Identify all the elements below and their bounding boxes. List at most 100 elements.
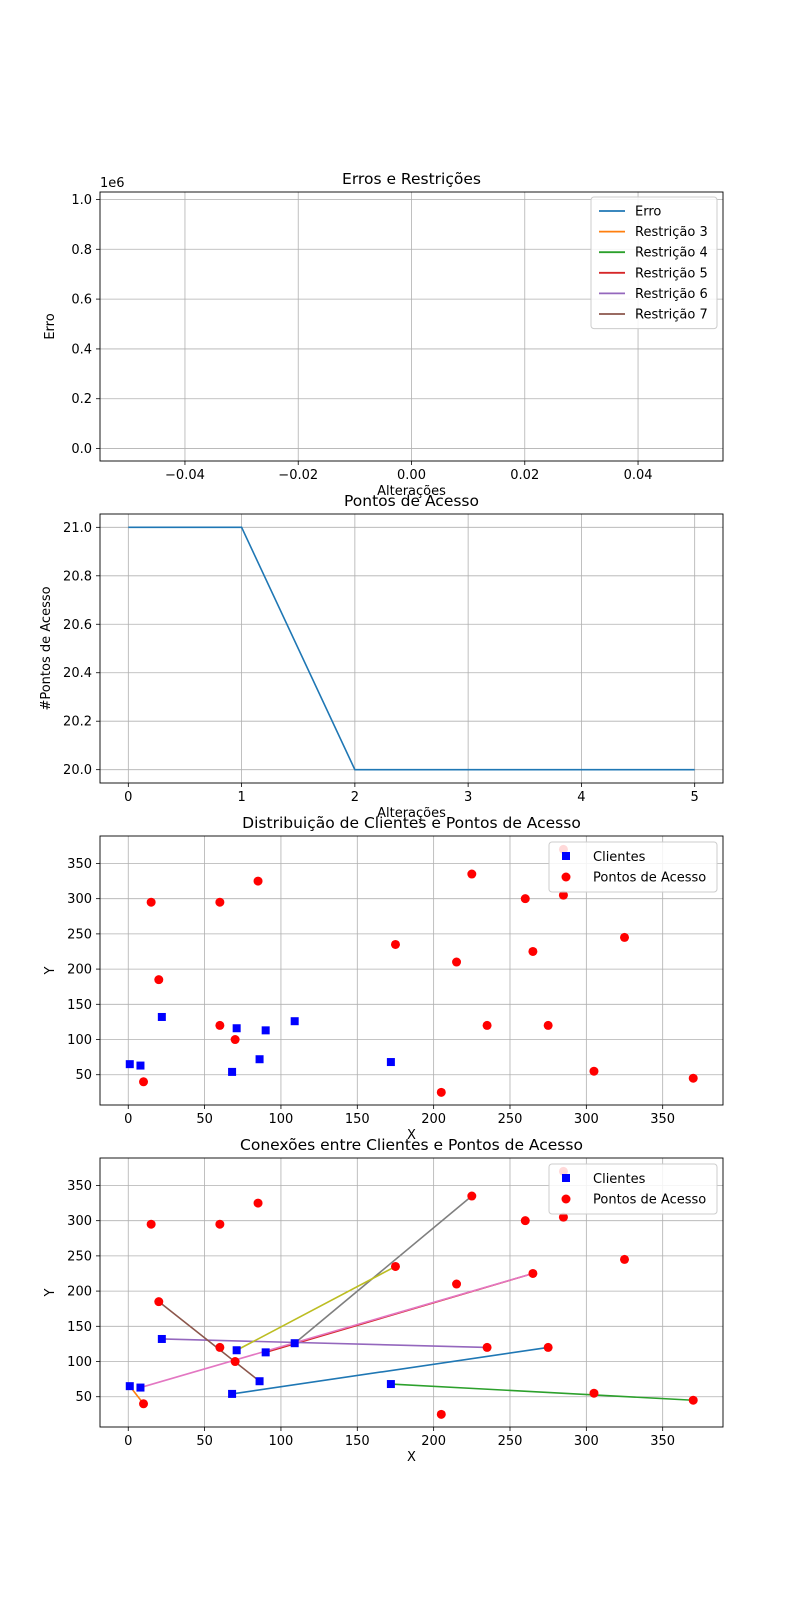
legend-label: Restrição 7 [635,308,708,323]
y-tick-label: 20.2 [63,715,92,730]
y-tick-label: 100 [67,1355,92,1370]
access-point-marker [620,1254,630,1264]
client-marker [386,1058,395,1067]
y-tick-label: 200 [67,1285,92,1300]
access-point-marker [589,1066,599,1076]
y-tick-label: 20.4 [63,666,92,681]
legend-label: Restrição 6 [635,287,708,302]
x-tick-label: 300 [574,1112,599,1127]
y-tick-label: 0.8 [71,243,92,258]
access-point-marker [253,1198,263,1208]
client-marker [232,1024,241,1033]
x-tick-label: 200 [421,1112,446,1127]
x-tick-label: 50 [196,1112,213,1127]
client-marker [290,1339,299,1348]
access-point-marker [558,890,568,900]
connection-line [231,1346,549,1395]
access-point-marker [589,1388,599,1398]
client-marker [125,1060,134,1069]
x-tick-label: −0.04 [165,468,205,483]
access-point-marker [139,1399,149,1409]
access-point-marker [436,1409,446,1419]
access-point-marker [139,1077,149,1087]
y-axis-label: Erro [43,313,58,339]
axes-frame [99,1157,724,1428]
subplot-3: 0 50 100 150 200 250 300 350 50 100 150 200 250 300 35… [43,814,724,1143]
client-marker [255,1055,264,1064]
axis-offset-label: 1e6 [100,176,125,191]
client-marker [386,1380,395,1389]
legend-label: Restrição 5 [635,266,708,281]
y-tick-label: 50 [75,1068,92,1083]
x-tick-label: 100 [269,1112,294,1127]
chart-title: Pontos de Acesso [344,492,479,510]
access-point-marker [146,897,156,907]
y-axis-label: #Pontos de Acesso [39,586,54,710]
access-point-marker [688,1395,698,1405]
legend-box [590,196,718,330]
y-tick-label: 0.6 [71,293,92,308]
x-tick-label: −0.02 [278,468,318,483]
y-tick-label: 20.6 [63,618,92,633]
client-marker [157,1334,166,1343]
connection-line [294,1195,473,1344]
plot-area [128,526,695,771]
y-tick-label: 250 [67,927,92,942]
x-tick-label: 4 [577,790,585,805]
x-tick-label: 250 [498,1112,523,1127]
access-point-marker [482,1342,492,1352]
client-marker [157,1012,166,1021]
y-tick-label: 21.0 [63,521,92,536]
x-tick-label: 0.04 [624,468,653,483]
client-marker [136,1061,145,1070]
access-point-marker [620,932,630,942]
axes-frame [99,835,724,1106]
subplot-1: −0.04 −0.02 0.00 0.02 0.04 0.0 0.2 0.4 0.6 0.8 1.0… [43,170,724,499]
legend-label: Clientes [593,850,646,865]
access-point-marker [520,894,530,904]
chart-title: Erros e Restrições [342,170,481,188]
legend-label: Restrição 4 [635,246,708,261]
client-marker [261,1026,270,1035]
x-tick-label: 300 [574,1434,599,1449]
client-marker [136,1383,145,1392]
connection-line [236,1265,396,1351]
y-tick-label: 200 [67,963,92,978]
client-marker [261,1348,270,1357]
access-point-marker [452,957,462,967]
legend: Erro Restrição 3 Restrição 4 Restrição 5 Res… [590,196,718,330]
x-tick-label: 5 [691,790,699,805]
client-marker [228,1389,237,1398]
x-tick-label: 200 [421,1434,446,1449]
series-line-1 [128,526,695,771]
y-tick-label: 350 [67,1179,92,1194]
connection-line [140,1272,534,1389]
access-point-marker [154,975,164,985]
y-tick-label: 50 [75,1390,92,1405]
x-tick-label: 250 [498,1434,523,1449]
client-marker [228,1067,237,1076]
x-tick-label: 0.02 [510,468,539,483]
y-tick-label: 250 [67,1249,92,1264]
connection-line [161,1338,488,1349]
access-point-marker [146,1219,156,1229]
x-axis-label: X [407,1450,416,1465]
y-axis-label: Y [43,1288,58,1297]
chart-title: Distribuição de Clientes e Pontos de Ace… [242,814,581,832]
access-point-marker [467,1191,477,1201]
client-marker [255,1377,264,1386]
x-tick-label: 1 [237,790,245,805]
y-tick-label: 100 [67,1033,92,1048]
access-point-marker [154,1297,164,1307]
chart-title: Conexões entre Clientes e Pontos de Aces… [240,1136,583,1154]
x-tick-label: 0 [124,790,132,805]
x-tick-label: 0 [124,1434,132,1449]
x-axis-label: Alterações [377,484,446,499]
plot-area [129,1195,694,1405]
subplot-4: 0 50 100 150 200 250 300 350 50 100 150 200 250 300 35… [43,1136,724,1465]
client-marker [125,1382,134,1391]
access-point-marker [390,939,400,949]
y-tick-label: 150 [67,1320,92,1335]
y-tick-label: 1.0 [71,193,92,208]
